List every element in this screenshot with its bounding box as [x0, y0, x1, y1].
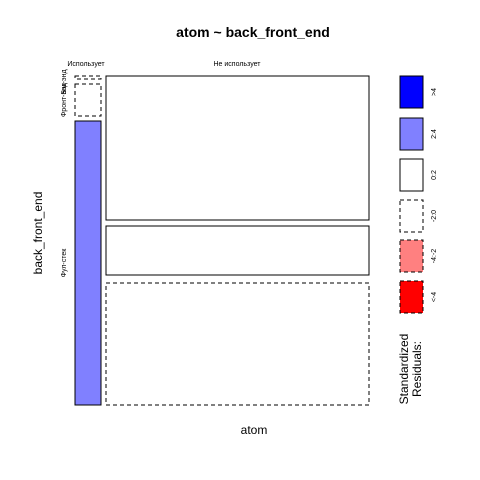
mosaic-cell-2	[74, 120, 102, 406]
x-axis-label: atom	[241, 423, 268, 437]
mosaic-cell-0	[74, 75, 102, 80]
legend-label-1: 2:4	[431, 129, 438, 139]
mosaic-cells	[74, 75, 370, 406]
legend-label-2: 0:2	[431, 170, 438, 180]
column-label-uses: Использует	[67, 61, 105, 68]
mosaic-cell-5	[105, 282, 370, 406]
legend-swatch-0	[399, 75, 424, 109]
legend-swatch-2	[399, 158, 424, 192]
legend: >4 2:4 0:2 -2:0 -4:-2 <-4	[399, 75, 438, 314]
legend-label-4: -4:-2	[431, 249, 438, 264]
legend-label-3: -2:0	[431, 210, 438, 222]
row-label-frontend: Фронт-энд	[61, 83, 68, 117]
row-label-backend: Бэк-энд	[61, 69, 68, 94]
y-axis-label: back_front_end	[31, 192, 45, 275]
legend-title-line-1: Standardized	[397, 334, 411, 405]
mosaic-cell-4	[105, 225, 370, 276]
legend-title-line-2: Residuals:	[410, 341, 424, 397]
legend-swatch-5	[399, 280, 424, 314]
mosaic-cell-1	[74, 83, 102, 117]
legend-label-0: >4	[431, 88, 438, 96]
legend-label-5: <-4	[431, 292, 438, 302]
legend-swatch-3	[399, 199, 424, 233]
row-label-fullstack: Фул-стек	[61, 248, 68, 278]
column-label-not-uses: Не использует	[214, 61, 262, 68]
mosaic-cell-3	[105, 75, 370, 221]
chart-title: atom ~ back_front_end	[176, 24, 330, 40]
legend-swatch-1	[399, 117, 424, 151]
legend-swatch-4	[399, 239, 424, 273]
